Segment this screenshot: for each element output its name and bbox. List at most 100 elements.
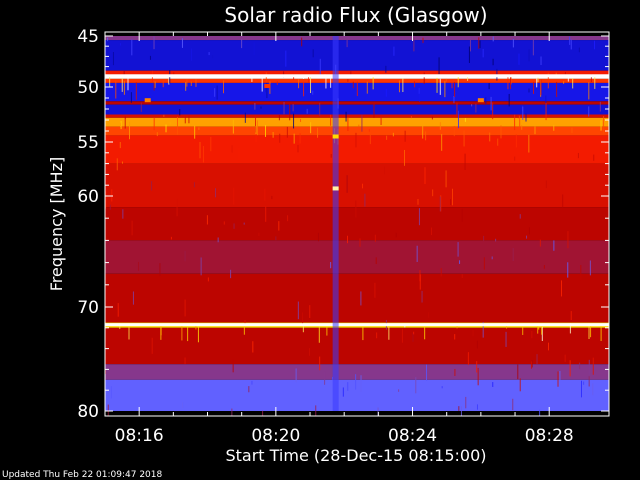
texture-streak — [169, 122, 171, 125]
texture-streak — [475, 103, 477, 113]
texture-streak — [105, 368, 107, 375]
texture-streak — [393, 46, 395, 56]
texture-streak — [124, 116, 126, 119]
texture-streak — [119, 141, 121, 149]
texture-streak — [564, 72, 566, 75]
texture-streak — [476, 340, 478, 349]
texture-streak — [412, 332, 414, 342]
texture-streak — [588, 82, 590, 100]
texture-streak — [315, 405, 317, 416]
texture-streak — [258, 232, 260, 237]
texture-streak — [355, 374, 357, 390]
texture-streak — [297, 144, 299, 153]
texture-streak — [444, 81, 446, 98]
texture-streak — [491, 256, 493, 260]
texture-streak — [532, 39, 534, 56]
texture-streak — [571, 127, 573, 134]
texture-streak — [418, 87, 420, 94]
texture-streak — [123, 71, 125, 75]
texture-streak — [244, 112, 246, 123]
texture-streak — [264, 84, 266, 93]
texture-streak — [289, 103, 291, 121]
texture-streak — [181, 38, 183, 48]
vertical-burst — [332, 36, 339, 411]
texture-streak — [355, 200, 357, 218]
texture-streak — [317, 127, 319, 138]
texture-streak — [265, 206, 267, 222]
texture-streak — [590, 326, 592, 338]
texture-streak — [352, 81, 354, 89]
texture-streak — [116, 158, 118, 171]
texture-streak — [522, 106, 524, 120]
texture-streak — [372, 77, 374, 90]
texture-streak — [117, 303, 119, 317]
texture-streak — [541, 326, 543, 341]
texture-streak — [440, 268, 442, 277]
texture-streak — [536, 354, 538, 365]
texture-streak — [567, 262, 569, 278]
x-tick-label: 08:20 — [251, 426, 300, 446]
texture-streak — [297, 301, 299, 320]
texture-streak — [346, 175, 348, 193]
feature-spot-4 — [144, 98, 151, 103]
texture-streak — [105, 191, 107, 209]
texture-streak — [283, 101, 285, 115]
texture-streak — [255, 125, 257, 135]
texture-streak — [424, 167, 426, 184]
texture-streak — [260, 106, 262, 109]
frequency-band-12 — [105, 135, 609, 164]
texture-streak — [461, 208, 463, 222]
texture-streak — [482, 48, 484, 58]
texture-streak — [469, 37, 471, 52]
texture-streak — [318, 325, 320, 343]
texture-streak — [330, 77, 332, 88]
texture-streak — [488, 83, 490, 90]
texture-streak — [184, 250, 186, 262]
spectrogram-texture — [105, 36, 609, 416]
texture-streak — [275, 236, 277, 241]
texture-streak — [233, 223, 235, 229]
texture-streak — [589, 260, 591, 276]
texture-streak — [525, 113, 527, 122]
texture-streak — [359, 238, 361, 247]
texture-streak — [398, 80, 400, 93]
texture-streak — [325, 77, 327, 89]
texture-streak — [241, 39, 243, 49]
texture-streak — [287, 215, 289, 222]
texture-streak — [441, 386, 443, 389]
texture-streak — [355, 132, 357, 148]
texture-streak — [410, 116, 412, 119]
texture-streak — [438, 57, 440, 75]
texture-streak — [553, 124, 555, 131]
texture-streak — [528, 88, 530, 93]
texture-streak — [298, 79, 300, 89]
texture-streak — [231, 408, 233, 416]
texture-streak — [592, 383, 594, 396]
texture-streak — [556, 81, 558, 98]
texture-streak — [366, 81, 368, 94]
texture-streak — [292, 104, 294, 112]
texture-streak — [360, 291, 362, 306]
texture-streak — [517, 115, 519, 119]
texture-streak — [319, 356, 321, 371]
x-axis-tick-labels: 08:16 08:20 08:24 08:28 — [115, 426, 574, 446]
texture-streak — [303, 82, 305, 97]
texture-streak — [330, 262, 332, 269]
texture-streak — [128, 327, 130, 340]
texture-streak — [127, 77, 129, 91]
chart-title: Solar radio Flux (Glasgow) — [224, 3, 487, 27]
texture-streak — [109, 204, 111, 210]
texture-streak — [121, 161, 123, 164]
texture-streak — [415, 377, 417, 394]
texture-streak — [517, 364, 519, 380]
texture-streak — [216, 85, 218, 100]
texture-streak — [293, 133, 295, 144]
texture-streak — [210, 136, 212, 152]
texture-streak — [132, 291, 134, 305]
texture-streak — [560, 280, 562, 297]
texture-streak — [505, 331, 507, 347]
texture-streak — [265, 72, 267, 83]
texture-streak — [432, 189, 434, 197]
texture-streak — [186, 79, 188, 87]
texture-streak — [302, 312, 304, 326]
